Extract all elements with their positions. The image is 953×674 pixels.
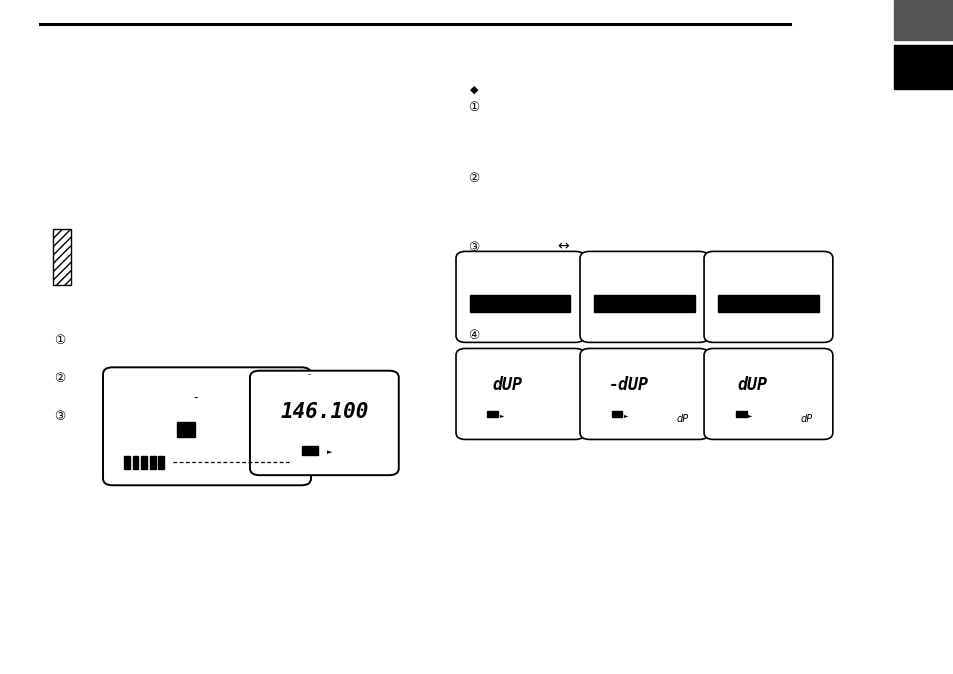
Bar — [150, 456, 155, 469]
Bar — [158, 456, 164, 469]
FancyBboxPatch shape — [250, 371, 398, 475]
Text: dP: dP — [800, 414, 812, 424]
FancyBboxPatch shape — [579, 348, 708, 439]
FancyBboxPatch shape — [703, 348, 832, 439]
Text: ①: ① — [468, 101, 479, 115]
Bar — [470, 295, 570, 311]
Bar — [487, 411, 497, 417]
Bar — [594, 295, 694, 311]
Bar — [735, 411, 745, 417]
Text: ►: ► — [747, 413, 751, 418]
Text: ②: ② — [468, 172, 479, 185]
FancyBboxPatch shape — [53, 229, 71, 285]
Bar — [893, 45, 953, 89]
FancyBboxPatch shape — [579, 251, 708, 342]
Text: -: - — [307, 370, 310, 379]
FancyBboxPatch shape — [703, 251, 832, 342]
Text: ◆: ◆ — [470, 85, 477, 94]
Bar — [124, 456, 130, 469]
Bar — [302, 446, 317, 455]
Text: ②: ② — [54, 372, 66, 386]
Text: ①: ① — [54, 334, 66, 347]
Text: dUP: dUP — [492, 375, 521, 394]
Bar — [611, 411, 621, 417]
Text: ③: ③ — [468, 241, 479, 254]
Text: -: - — [193, 390, 197, 404]
Bar — [176, 422, 194, 437]
Text: dP: dP — [676, 414, 688, 424]
FancyBboxPatch shape — [456, 348, 584, 439]
Bar — [893, 0, 953, 40]
Text: ►: ► — [327, 449, 332, 455]
Text: ►: ► — [499, 413, 503, 418]
Bar — [141, 456, 147, 469]
Text: dUP: dUP — [737, 375, 766, 394]
Text: 146.100: 146.100 — [280, 402, 368, 422]
Text: ↔: ↔ — [557, 239, 568, 253]
Text: ④: ④ — [468, 329, 479, 342]
Text: ►: ► — [623, 413, 627, 418]
Text: -dUP: -dUP — [607, 375, 647, 394]
Bar — [718, 295, 818, 311]
Bar — [132, 456, 138, 469]
FancyBboxPatch shape — [456, 251, 584, 342]
FancyBboxPatch shape — [103, 367, 311, 485]
Text: ③: ③ — [54, 410, 66, 423]
